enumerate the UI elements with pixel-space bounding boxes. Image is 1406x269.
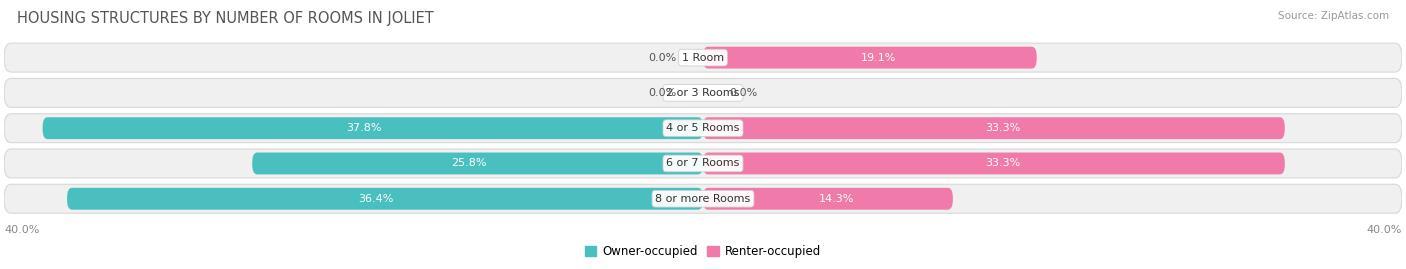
- FancyBboxPatch shape: [703, 117, 1285, 139]
- Text: 4 or 5 Rooms: 4 or 5 Rooms: [666, 123, 740, 133]
- FancyBboxPatch shape: [703, 153, 1285, 174]
- Text: 8 or more Rooms: 8 or more Rooms: [655, 194, 751, 204]
- Text: 0.0%: 0.0%: [730, 88, 758, 98]
- Text: 0.0%: 0.0%: [648, 88, 676, 98]
- Text: HOUSING STRUCTURES BY NUMBER OF ROOMS IN JOLIET: HOUSING STRUCTURES BY NUMBER OF ROOMS IN…: [17, 11, 433, 26]
- Text: 33.3%: 33.3%: [986, 123, 1021, 133]
- FancyBboxPatch shape: [703, 47, 1036, 69]
- Text: 33.3%: 33.3%: [986, 158, 1021, 168]
- Text: 36.4%: 36.4%: [359, 194, 394, 204]
- FancyBboxPatch shape: [252, 153, 703, 174]
- Text: 6 or 7 Rooms: 6 or 7 Rooms: [666, 158, 740, 168]
- Text: 37.8%: 37.8%: [346, 123, 382, 133]
- FancyBboxPatch shape: [42, 117, 703, 139]
- FancyBboxPatch shape: [67, 188, 703, 210]
- FancyBboxPatch shape: [4, 149, 1402, 178]
- Legend: Owner-occupied, Renter-occupied: Owner-occupied, Renter-occupied: [579, 240, 827, 263]
- Text: Source: ZipAtlas.com: Source: ZipAtlas.com: [1278, 11, 1389, 21]
- Text: 25.8%: 25.8%: [451, 158, 486, 168]
- FancyBboxPatch shape: [4, 43, 1402, 72]
- Text: 1 Room: 1 Room: [682, 53, 724, 63]
- Text: 14.3%: 14.3%: [818, 194, 855, 204]
- Text: 0.0%: 0.0%: [648, 53, 676, 63]
- Text: 19.1%: 19.1%: [860, 53, 896, 63]
- FancyBboxPatch shape: [4, 79, 1402, 107]
- Text: 40.0%: 40.0%: [4, 225, 39, 235]
- Text: 2 or 3 Rooms: 2 or 3 Rooms: [666, 88, 740, 98]
- FancyBboxPatch shape: [4, 114, 1402, 143]
- FancyBboxPatch shape: [703, 188, 953, 210]
- Text: 40.0%: 40.0%: [1367, 225, 1402, 235]
- FancyBboxPatch shape: [4, 184, 1402, 213]
